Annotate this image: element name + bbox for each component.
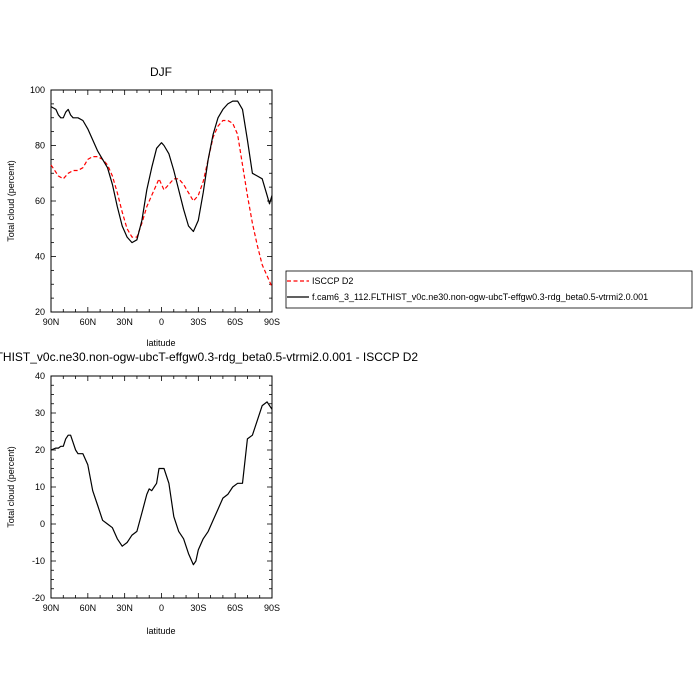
top-x-tick-label: 60N xyxy=(80,317,97,327)
legend-label-isccp: ISCCP D2 xyxy=(312,276,353,286)
bottom-x-tick-label: 90S xyxy=(264,603,280,613)
bottom-y-tick-label: 30 xyxy=(35,408,45,418)
top-x-tick-label: 90N xyxy=(43,317,60,327)
bottom-y-axis-label: Total cloud (percent) xyxy=(6,446,16,528)
top-x-tick-label: 60S xyxy=(227,317,243,327)
legend-box xyxy=(285,270,693,309)
bottom-series-layer xyxy=(50,401,273,566)
legend: ISCCP D2 f.cam6_3_112.FLTHIST_v0c.ne30.n… xyxy=(285,270,693,309)
top-y-tick-label: 40 xyxy=(35,252,45,262)
bottom-x-tick-label: 90N xyxy=(43,603,60,613)
legend-label-model: f.cam6_3_112.FLTHIST_v0c.ne30.non-ogw-ub… xyxy=(312,292,648,302)
top-y-tick-label: 100 xyxy=(30,85,45,95)
bottom-x-tick-label: 0 xyxy=(159,603,164,613)
top-series-line-1 xyxy=(50,100,273,244)
bottom-y-axis: -20 -10 0 10 20 30 40 xyxy=(32,371,272,603)
top-x-tick-label: 30S xyxy=(190,317,206,327)
bottom-y-tick-label: 10 xyxy=(35,482,45,492)
top-y-tick-label: 60 xyxy=(35,196,45,206)
bottom-series-line-0 xyxy=(50,401,273,566)
top-x-axis-label: latitude xyxy=(146,338,175,348)
bottom-y-tick-label: -10 xyxy=(32,556,45,566)
bottom-y-tick-label: 0 xyxy=(40,519,45,529)
top-y-tick-label: 80 xyxy=(35,141,45,151)
bottom-x-tick-label: 30S xyxy=(190,603,206,613)
bottom-x-axis-label: latitude xyxy=(146,626,175,636)
bottom-panel: f.cam6_3_112.FLTHIST_v0c.ne30.non-ogw-ub… xyxy=(0,350,418,636)
top-chart-title: DJF xyxy=(150,65,172,79)
bottom-x-tick-label: 60N xyxy=(80,603,97,613)
bottom-x-axis: 90N 60N 30N 0 30S 60S 90S xyxy=(43,376,280,613)
top-x-tick-label: 30N xyxy=(116,317,133,327)
top-x-tick-label: 90S xyxy=(264,317,280,327)
top-y-axis-label: Total cloud (percent) xyxy=(6,160,16,242)
top-x-axis: 90N 60N 30N 0 30S 60S 90S xyxy=(43,90,280,327)
top-x-tick-label: 0 xyxy=(159,317,164,327)
bottom-plot-frame xyxy=(50,375,273,599)
top-series-layer xyxy=(50,100,273,288)
bottom-chart-title: f.cam6_3_112.FLTHIST_v0c.ne30.non-ogw-ub… xyxy=(0,350,418,364)
bottom-y-tick-label: 40 xyxy=(35,371,45,381)
bottom-y-tick-label: -20 xyxy=(32,593,45,603)
top-series-line-0 xyxy=(50,119,273,288)
top-y-tick-label: 20 xyxy=(35,307,45,317)
bottom-x-tick-label: 30N xyxy=(116,603,133,613)
top-y-axis: 20 40 60 80 100 xyxy=(30,85,272,317)
top-panel: DJF 90N 60N 30N 0 30S 60S 90S 20 40 60 80 100 lati… xyxy=(6,65,280,348)
bottom-x-tick-label: 60S xyxy=(227,603,243,613)
bottom-y-tick-label: 20 xyxy=(35,445,45,455)
